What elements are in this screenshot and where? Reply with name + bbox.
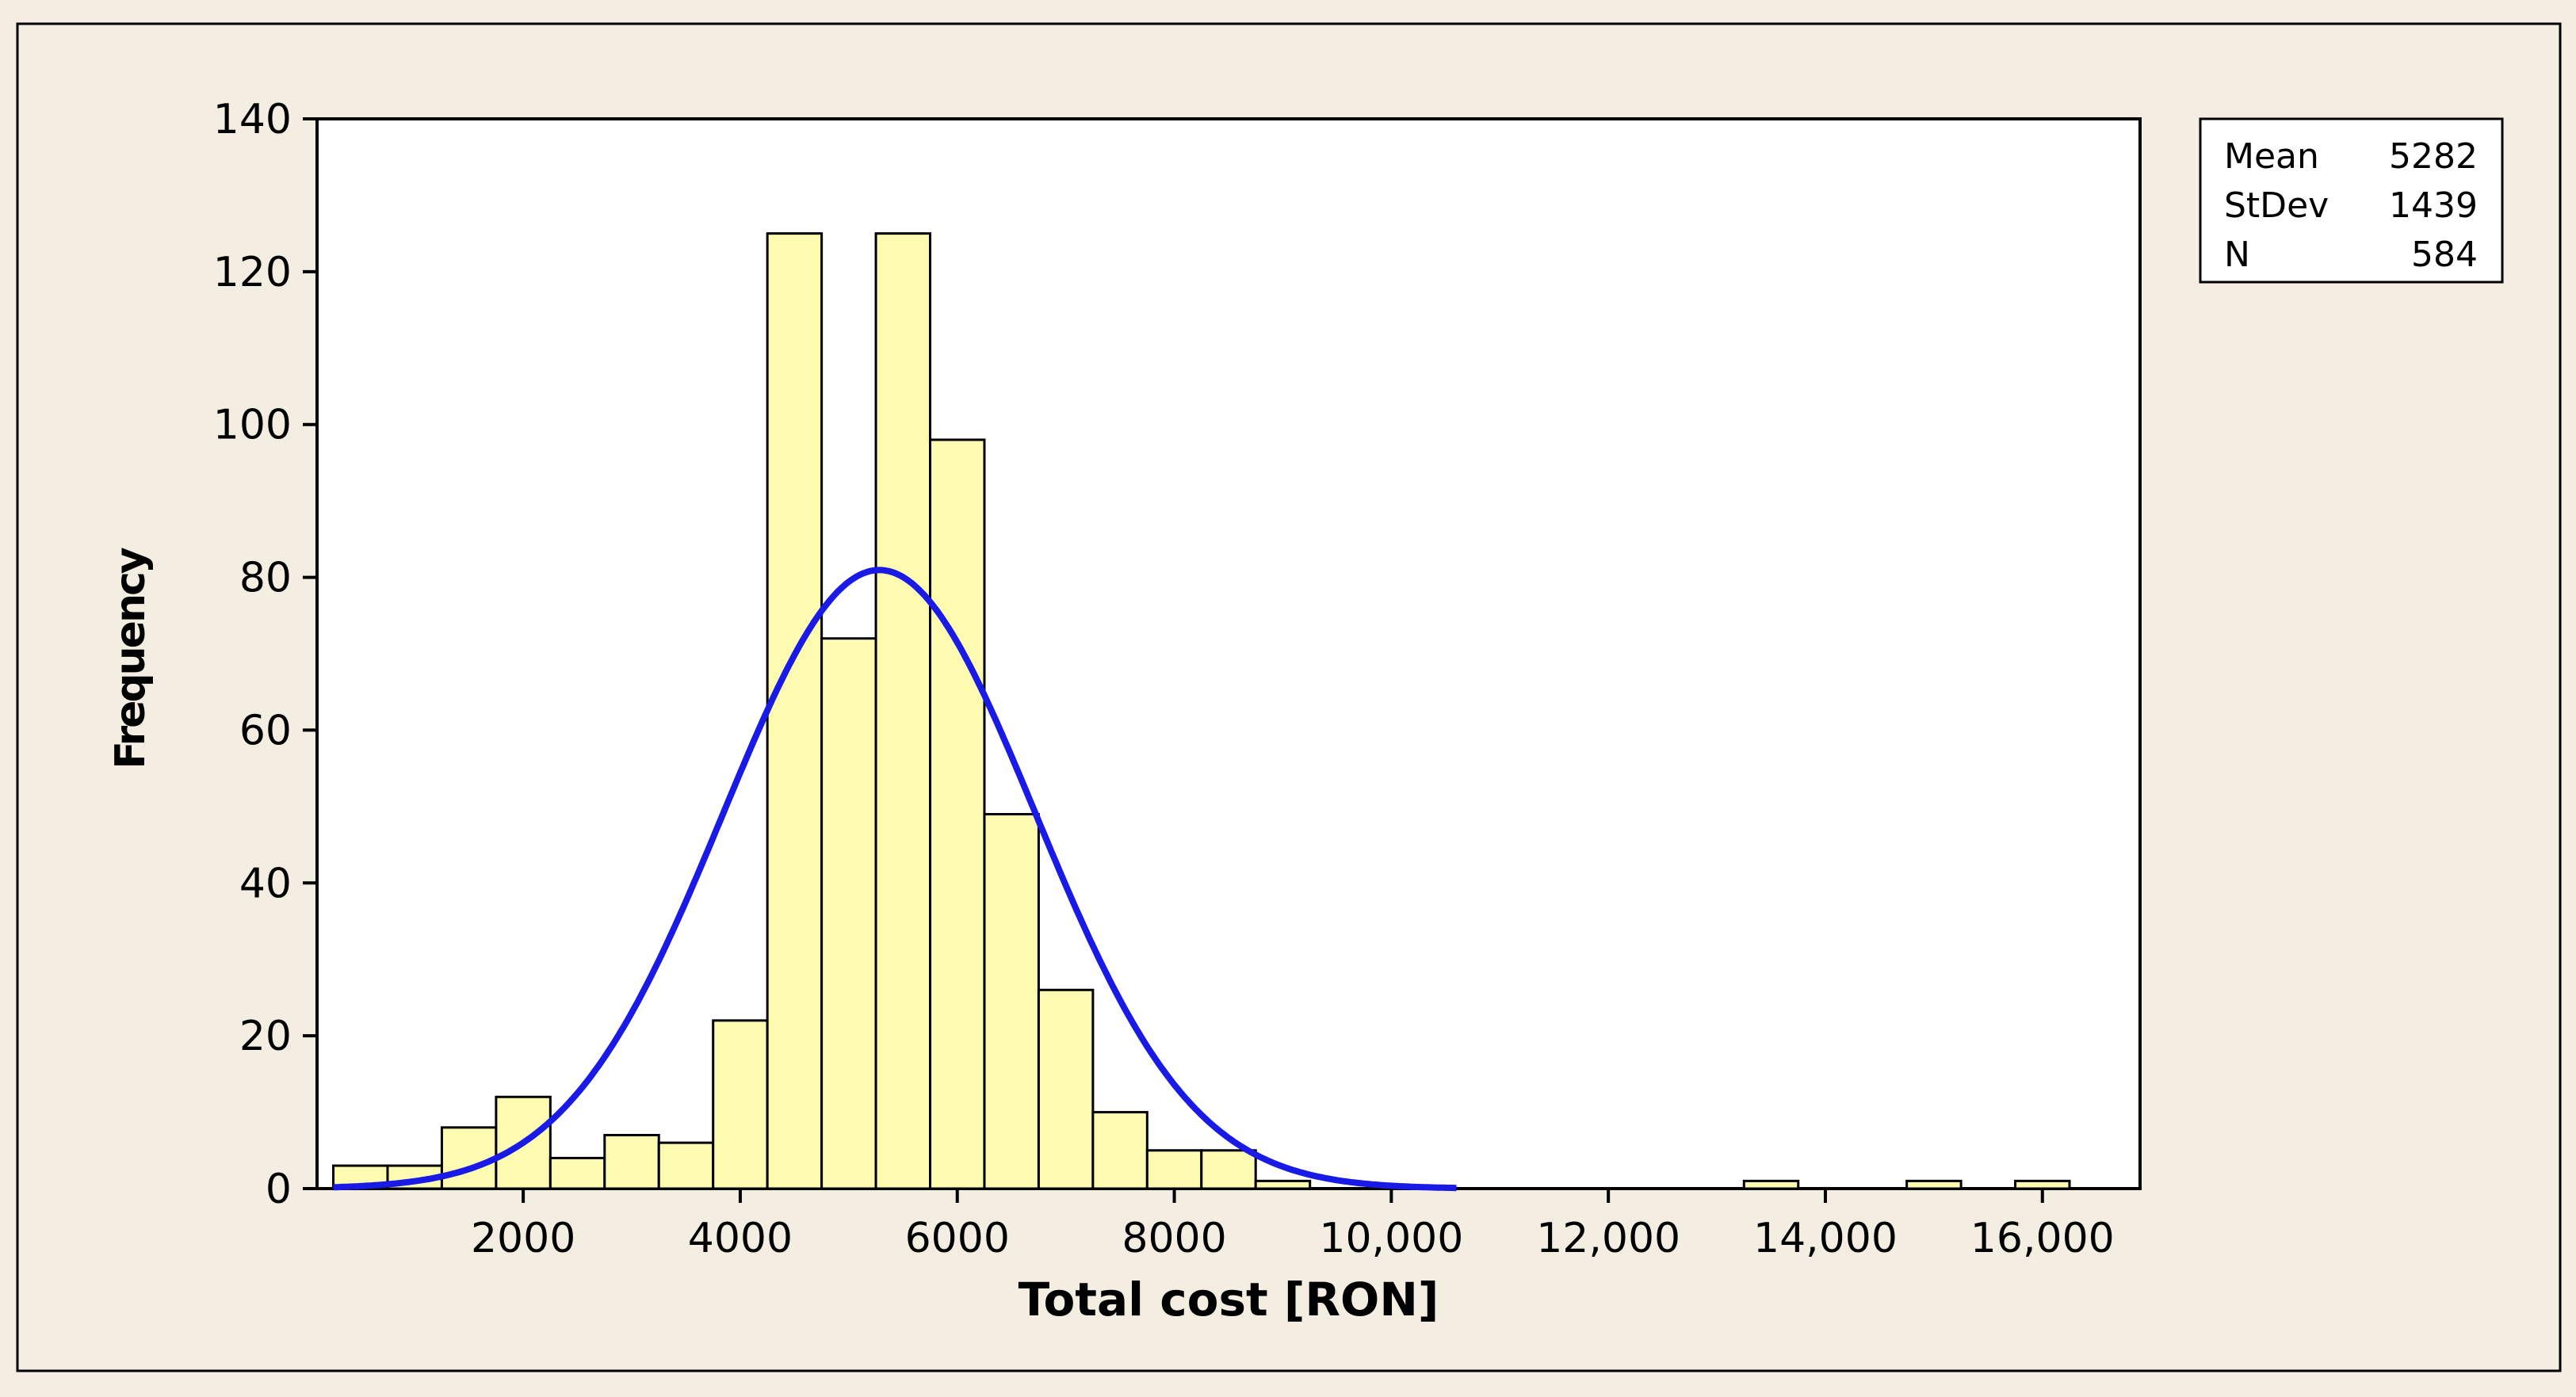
histogram-bar-18 [1742,1179,1800,1190]
histogram-bar-9 [820,637,877,1190]
normal-fit-curve [333,567,1458,1192]
histogram-bar-2 [440,1126,498,1190]
x-tick-label: 6000 [905,1215,1010,1262]
histogram-bar-4 [548,1156,606,1190]
y-tick-label: 140 [213,96,292,143]
histogram-bar-15 [1145,1149,1203,1190]
legend-stdev-label: StDev [2224,185,2329,226]
x-tick-label: 16,000 [1970,1215,2115,1262]
histogram-bar-19 [1905,1179,1963,1190]
histogram-bar-12 [983,813,1040,1190]
x-tick-label: 8000 [1122,1215,1226,1262]
x-tick-label: 14,000 [1753,1215,1898,1262]
y-axis-title: Frequency [107,548,155,769]
legend-n-label: N [2224,235,2250,275]
y-tick-label: 0 [266,1166,292,1213]
y-tick-label: 40 [239,860,292,907]
histogram-bar-8 [766,232,824,1190]
legend-mean-label: Mean [2224,136,2319,177]
y-tick-label: 120 [213,249,292,296]
y-tick-label: 80 [239,555,292,602]
y-tick-label: 20 [239,1013,292,1060]
histogram-bar-13 [1037,988,1095,1190]
plot-area [315,117,2142,1190]
legend-n-value: 584 [2411,235,2478,275]
x-axis-title: Total cost [RON] [1019,1273,1439,1326]
y-tick-label: 60 [239,707,292,754]
histogram-bar-7 [712,1019,769,1190]
histogram-bar-6 [657,1141,715,1190]
bars-layer [332,232,2071,1190]
y-tick-label: 100 [213,402,292,449]
legend-stdev-value: 1439 [2389,185,2478,226]
stats-legend-box [2199,117,2504,284]
histogram-bar-5 [603,1134,660,1190]
histogram-bar-17 [1254,1179,1312,1190]
histogram-bar-11 [929,438,986,1190]
x-tick-label: 12,000 [1536,1215,1680,1262]
y-axis-ticks: 0 20 40 60 80 100 120 140 [213,96,317,1213]
histogram-bar-10 [874,232,932,1190]
stats-legend: Mean 5282 StDev 1439 N 584 [2199,117,2504,284]
histogram-bar-14 [1091,1111,1148,1190]
histogram-bar-16 [1200,1149,1257,1190]
legend-mean-value: 5282 [2389,136,2478,177]
x-tick-label: 10,000 [1319,1215,1463,1262]
normal-curve-layer [333,567,1458,1192]
x-axis-ticks: 2000 4000 6000 8000 10,000 12,000 14,000 16,000 [471,1189,2115,1262]
x-tick-label: 2000 [471,1215,575,1262]
x-tick-label: 4000 [688,1215,793,1262]
histogram-bar-20 [2014,1179,2071,1190]
